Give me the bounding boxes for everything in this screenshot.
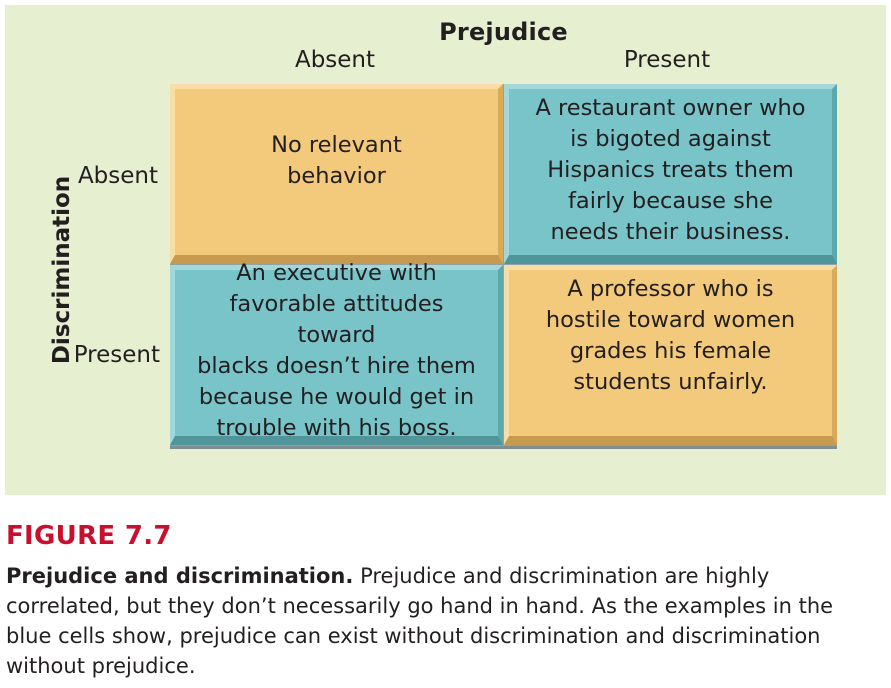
cell-text: A restaurant owner who is bigoted agains… [535,94,806,245]
caption-lead: Prejudice and discrimination. [6,564,354,588]
row-header-present: Present [73,342,160,368]
row-header-absent: Absent [77,163,158,189]
prejudice-discrimination-matrix: No relevant behavior A restaurant owner … [170,84,837,446]
figure-caption: Prejudice and discrimination. Prejudice … [6,561,884,681]
cell-no-discrimination-no-prejudice: No relevant behavior [170,84,503,264]
cell-prejudice-and-discrimination: A professor who is hostile toward women … [504,265,837,445]
figure-label: FIGURE 7.7 [6,521,172,551]
column-axis-title: Prejudice [439,18,568,46]
cell-text: An executive with favorable attitudes to… [197,260,476,441]
column-header-present: Present [623,47,711,73]
cell-text: A professor who is hostile toward women … [545,276,796,395]
cell-discrimination-without-prejudice: An executive with favorable attitudes to… [170,260,503,445]
column-header-absent: Absent [294,47,376,73]
row-axis-title: Discrimination [49,175,75,365]
cell-prejudice-without-discrimination: A restaurant owner who is bigoted agains… [504,84,837,264]
caption-body: Prejudice and discrimination are highly … [6,564,834,678]
cell-text: No relevant behavior [271,132,402,189]
